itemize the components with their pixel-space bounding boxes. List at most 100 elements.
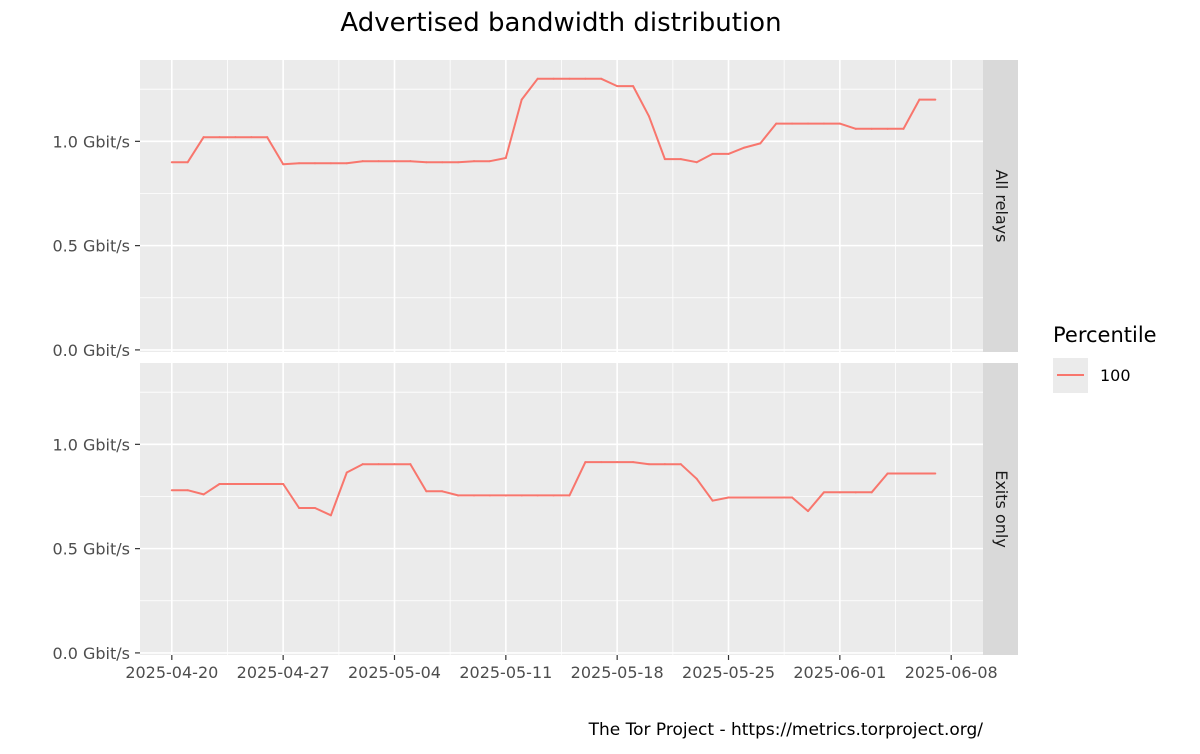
data-point (441, 161, 444, 164)
y-tick-label: 1.0 Gbit/s (52, 435, 130, 454)
data-point (250, 482, 253, 485)
data-point (218, 136, 221, 139)
data-point (759, 142, 762, 145)
data-point (218, 482, 221, 485)
data-point (457, 161, 460, 164)
data-point (870, 127, 873, 130)
x-axis: 2025-04-20 2025-04-27 2025-05-04 2025-05-11… (125, 655, 998, 682)
data-point (918, 472, 921, 475)
data-point (632, 85, 635, 88)
y-tick-label: 0.0 Gbit/s (52, 644, 130, 663)
data-point (393, 463, 396, 466)
data-point (457, 494, 460, 497)
data-point (568, 77, 571, 80)
y-tick-label: 1.0 Gbit/s (52, 132, 130, 151)
data-point (441, 490, 444, 493)
data-point (727, 496, 730, 499)
data-point (186, 161, 189, 164)
data-point (170, 489, 173, 492)
data-point (695, 161, 698, 164)
data-point (711, 499, 714, 502)
data-point (807, 122, 810, 125)
facet-strip-label: All relays (992, 169, 1011, 242)
x-tick-label: 2025-05-11 (459, 663, 552, 682)
legend-title: Percentile (1053, 323, 1157, 347)
data-point (584, 461, 587, 464)
data-point (488, 160, 491, 163)
y-tick-label: 0.5 Gbit/s (52, 237, 130, 256)
data-point (520, 494, 523, 497)
data-point (313, 162, 316, 165)
x-tick-label: 2025-04-20 (125, 663, 218, 682)
x-tick-label: 2025-06-08 (905, 663, 998, 682)
data-point (282, 482, 285, 485)
data-point (170, 161, 173, 164)
data-point (838, 491, 841, 494)
data-point (361, 160, 364, 163)
x-tick-label: 2025-05-25 (682, 663, 775, 682)
data-point (870, 491, 873, 494)
data-point (536, 77, 539, 80)
facet-panels: 0.0 Gbit/s 0.5 Gbit/s 1.0 Gbit/s All relays… (52, 60, 1018, 663)
data-point (266, 136, 269, 139)
data-point (250, 136, 253, 139)
data-point (425, 161, 428, 164)
data-point (234, 136, 237, 139)
data-point (520, 98, 523, 101)
data-point (854, 491, 857, 494)
data-point (504, 494, 507, 497)
x-tick-label: 2025-04-27 (237, 663, 330, 682)
data-point (473, 160, 476, 163)
data-point (234, 482, 237, 485)
data-point (377, 160, 380, 163)
data-point (918, 98, 921, 101)
data-point (822, 122, 825, 125)
data-point (345, 471, 348, 474)
legend: Percentile 100 (1053, 323, 1157, 393)
data-point (329, 514, 332, 517)
data-point (647, 463, 650, 466)
facet-strip-label: Exits only (992, 470, 1011, 548)
data-point (409, 463, 412, 466)
data-point (791, 496, 794, 499)
facet-panel-1: 0.0 Gbit/s 0.5 Gbit/s 1.0 Gbit/s All relays (52, 60, 1018, 360)
data-point (345, 162, 348, 165)
data-point (663, 158, 666, 161)
data-point (807, 510, 810, 513)
data-point (711, 152, 714, 155)
data-point (679, 158, 682, 161)
data-point (743, 146, 746, 149)
data-point (616, 461, 619, 464)
data-point (568, 494, 571, 497)
data-point (775, 496, 778, 499)
data-point (822, 491, 825, 494)
data-point (377, 463, 380, 466)
data-point (202, 493, 205, 496)
data-point (361, 463, 364, 466)
data-point (759, 496, 762, 499)
data-point (632, 461, 635, 464)
data-point (934, 472, 937, 475)
data-point (473, 494, 476, 497)
chart-caption: The Tor Project - https://metrics.torpro… (588, 720, 984, 740)
y-tick-label: 0.5 Gbit/s (52, 540, 130, 559)
data-point (838, 122, 841, 125)
data-point (584, 77, 587, 80)
facet-strip (983, 363, 1018, 655)
data-point (791, 122, 794, 125)
data-point (298, 506, 301, 509)
data-point (616, 85, 619, 88)
data-point (727, 152, 730, 155)
data-point (886, 127, 889, 130)
y-tick-label: 0.0 Gbit/s (52, 341, 130, 360)
data-point (934, 98, 937, 101)
data-point (202, 136, 205, 139)
data-point (886, 472, 889, 475)
data-point (313, 506, 316, 509)
data-point (425, 490, 428, 493)
data-point (663, 463, 666, 466)
x-tick-label: 2025-06-01 (793, 663, 886, 682)
data-point (854, 127, 857, 130)
